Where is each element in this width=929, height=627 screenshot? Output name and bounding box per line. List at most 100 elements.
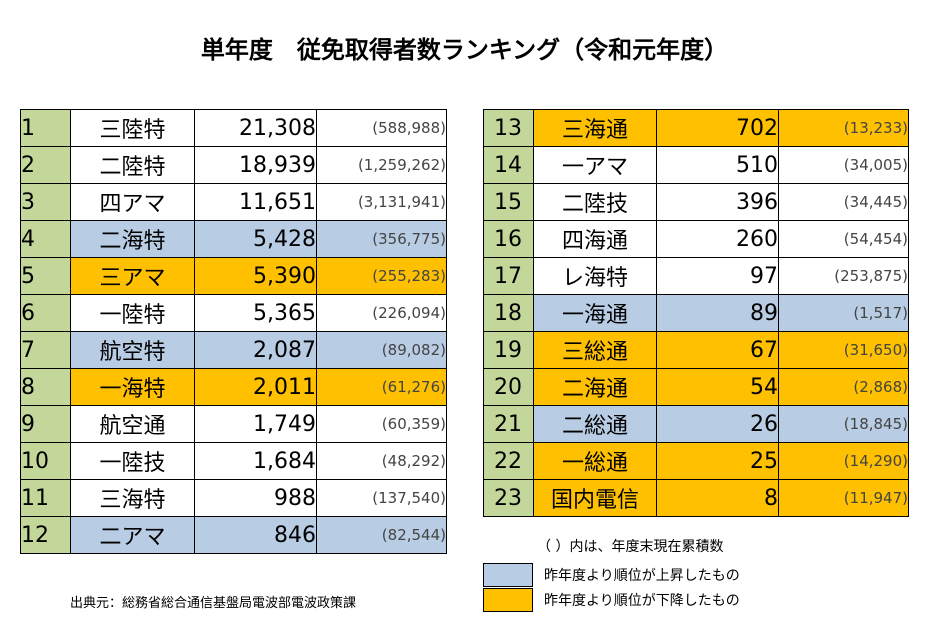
- count-cell: 260: [656, 220, 779, 258]
- count-cell: 67: [656, 331, 779, 369]
- cumulative-cell: (1,517): [778, 294, 909, 332]
- cumulative-cell: (253,875): [778, 257, 909, 295]
- count-cell: 5,428: [194, 220, 317, 258]
- count-cell: 97: [656, 257, 779, 295]
- count-cell: 54: [656, 368, 779, 406]
- cumulative-cell: (14,290): [778, 442, 909, 480]
- rank-cell: 18: [483, 294, 534, 332]
- count-cell: 396: [656, 183, 779, 221]
- legend-down: 昨年度より順位が下降したもの: [483, 588, 923, 612]
- cumulative-cell: (1,259,262): [316, 146, 447, 184]
- table-row: 4 二海特 5,428 (356,775): [20, 220, 447, 258]
- count-cell: 89: [656, 294, 779, 332]
- license-name-cell: レ海特: [533, 257, 657, 295]
- cumulative-cell: (54,454): [778, 220, 909, 258]
- license-name-cell: 一陸技: [70, 442, 195, 480]
- cumulative-cell: (48,292): [316, 442, 447, 480]
- page-title: 単年度 従免取得者数ランキング（令和元年度）: [200, 36, 729, 64]
- rank-cell: 20: [483, 368, 534, 406]
- table-row: 3 四アマ 11,651 (3,131,941): [20, 183, 447, 221]
- count-cell: 18,939: [194, 146, 317, 184]
- table-row: 9 航空通 1,749 (60,359): [20, 405, 447, 443]
- license-name-cell: 国内電信: [533, 479, 657, 517]
- license-name-cell: 二陸特: [70, 146, 195, 184]
- license-name-cell: 四海通: [533, 220, 657, 258]
- table-row: 19 三総通 67 (31,650): [483, 331, 909, 369]
- rank-cell: 5: [20, 257, 71, 295]
- rank-cell: 4: [20, 220, 71, 258]
- cumulative-cell: (89,082): [316, 331, 447, 369]
- count-cell: 2,011: [194, 368, 317, 406]
- count-cell: 11,651: [194, 183, 317, 221]
- count-cell: 26: [656, 405, 779, 443]
- license-name-cell: 航空特: [70, 331, 195, 369]
- legend-down-swatch: [483, 588, 533, 612]
- cumulative-cell: (255,283): [316, 257, 447, 295]
- count-cell: 510: [656, 146, 779, 184]
- cumulative-cell: (34,445): [778, 183, 909, 221]
- source-credit: 出典元：総務省総合通信基盤局電波部電波政策課: [70, 596, 357, 611]
- rank-cell: 7: [20, 331, 71, 369]
- table-row: 14 一アマ 510 (34,005): [483, 146, 909, 184]
- rank-cell: 12: [20, 516, 71, 554]
- count-cell: 5,390: [194, 257, 317, 295]
- license-name-cell: 二アマ: [70, 516, 195, 554]
- legend-up-label: 昨年度より順位が上昇したもの: [544, 568, 740, 584]
- cumulative-cell: (82,544): [316, 516, 447, 554]
- rank-cell: 9: [20, 405, 71, 443]
- license-name-cell: 一海通: [533, 294, 657, 332]
- cumulative-cell: (61,276): [316, 368, 447, 406]
- cumulative-cell: (18,845): [778, 405, 909, 443]
- count-cell: 25: [656, 442, 779, 480]
- cumulative-cell: (137,540): [316, 479, 447, 517]
- table-row: 10 一陸技 1,684 (48,292): [20, 442, 447, 480]
- cumulative-cell: (13,233): [778, 109, 909, 147]
- cumulative-cell: (226,094): [316, 294, 447, 332]
- cumulative-cell: (588,988): [316, 109, 447, 147]
- table-row: 8 一海特 2,011 (61,276): [20, 368, 447, 406]
- table-row: 18 一海通 89 (1,517): [483, 294, 909, 332]
- rank-cell: 10: [20, 442, 71, 480]
- count-cell: 5,365: [194, 294, 317, 332]
- table-row: 1 三陸特 21,308 (588,988): [20, 109, 447, 147]
- license-name-cell: 一海特: [70, 368, 195, 406]
- table-row: 20 二海通 54 (2,868): [483, 368, 909, 406]
- count-cell: 8: [656, 479, 779, 517]
- license-name-cell: 三海通: [533, 109, 657, 147]
- table-row: 7 航空特 2,087 (89,082): [20, 331, 447, 369]
- rank-cell: 2: [20, 146, 71, 184]
- rank-cell: 6: [20, 294, 71, 332]
- cumulative-cell: (60,359): [316, 405, 447, 443]
- license-name-cell: 三海特: [70, 479, 195, 517]
- license-name-cell: 一陸特: [70, 294, 195, 332]
- cumulative-cell: (3,131,941): [316, 183, 447, 221]
- rank-cell: 16: [483, 220, 534, 258]
- table-row: 16 四海通 260 (54,454): [483, 220, 909, 258]
- cumulative-cell: (11,947): [778, 479, 909, 517]
- ranking-table-left: 1 三陸特 21,308 (588,988) 2 二陸特 18,939 (1,259,262)…: [20, 109, 447, 554]
- count-cell: 1,684: [194, 442, 317, 480]
- rank-cell: 13: [483, 109, 534, 147]
- license-name-cell: 一アマ: [533, 146, 657, 184]
- cumulative-cell: (31,650): [778, 331, 909, 369]
- rank-cell: 19: [483, 331, 534, 369]
- table-row: 2 二陸特 18,939 (1,259,262): [20, 146, 447, 184]
- table-row: 17 レ海特 97 (253,875): [483, 257, 909, 295]
- rank-cell: 15: [483, 183, 534, 221]
- license-name-cell: 一総通: [533, 442, 657, 480]
- table-row: 23 国内電信 8 (11,947): [483, 479, 909, 517]
- rank-cell: 17: [483, 257, 534, 295]
- count-cell: 846: [194, 516, 317, 554]
- cumulative-note: （ ）内は、年度末現在累積数: [537, 539, 724, 555]
- table-row: 5 三アマ 5,390 (255,283): [20, 257, 447, 295]
- cumulative-cell: (356,775): [316, 220, 447, 258]
- count-cell: 21,308: [194, 109, 317, 147]
- rank-cell: 1: [20, 109, 71, 147]
- license-name-cell: 三陸特: [70, 109, 195, 147]
- cumulative-cell: (34,005): [778, 146, 909, 184]
- license-name-cell: 三アマ: [70, 257, 195, 295]
- count-cell: 2,087: [194, 331, 317, 369]
- rank-cell: 14: [483, 146, 534, 184]
- license-name-cell: 四アマ: [70, 183, 195, 221]
- legend-up: 昨年度より順位が上昇したもの: [483, 563, 923, 587]
